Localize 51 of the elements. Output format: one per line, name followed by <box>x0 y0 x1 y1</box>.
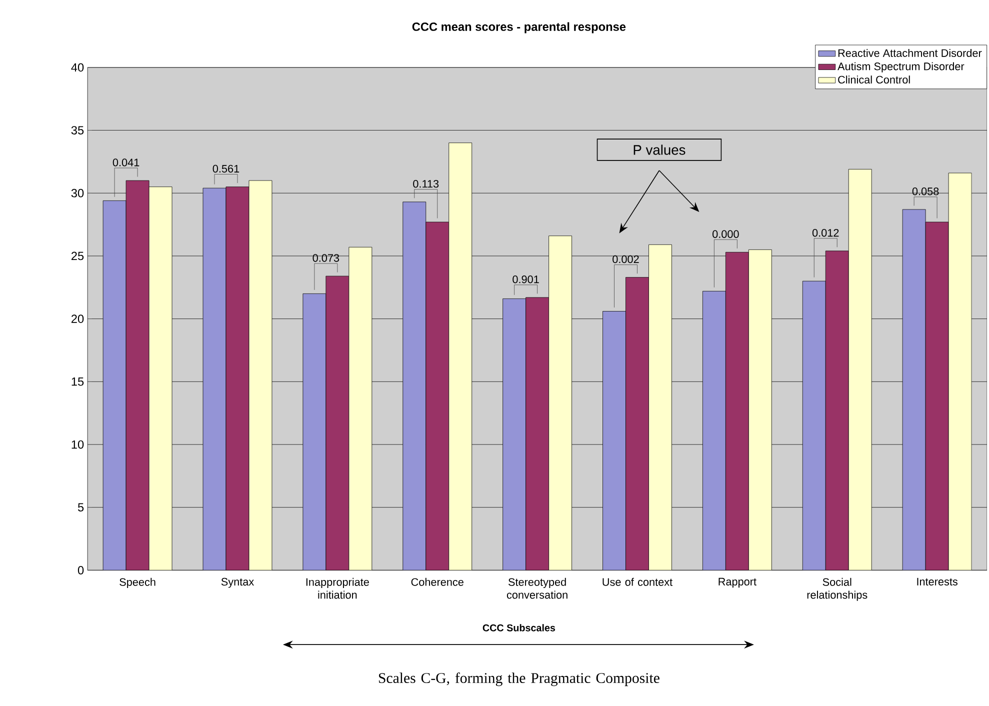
x-tick-label: Speech <box>120 578 156 588</box>
x-tick-label: Syntax <box>221 578 254 588</box>
annotation: 0.000 <box>712 230 739 238</box>
bar <box>648 244 672 570</box>
bar <box>626 277 649 570</box>
y-tick-label: 20 <box>71 314 84 323</box>
bar <box>448 142 472 570</box>
legend-label: Reactive Attachment Disorder <box>838 48 982 57</box>
bar <box>326 276 350 570</box>
bar <box>748 249 772 570</box>
x-tick-label: Social relationships <box>807 578 868 601</box>
bar <box>825 250 849 570</box>
bar <box>948 172 972 570</box>
annotation: 0.002 <box>612 255 639 264</box>
annotation: 0.012 <box>812 228 839 237</box>
chart-title: CCC mean scores - parental response <box>412 22 626 34</box>
bar <box>226 186 250 570</box>
annotation: 0.901 <box>512 275 539 284</box>
x-tick-label: Coherence <box>411 578 464 586</box>
annotation: 0.073 <box>312 254 340 262</box>
text: CCC Subscales <box>482 624 556 632</box>
bar <box>126 180 150 570</box>
bar <box>548 236 572 570</box>
y-tick-label: 25 <box>71 252 84 260</box>
bar <box>148 186 172 570</box>
y-tick-label: 15 <box>72 378 84 386</box>
bar <box>725 252 749 570</box>
x-tick-label: Rapport <box>718 578 756 588</box>
text: Scales C-G, forming the Pragmatic Composite <box>378 672 660 686</box>
y-tick-label: 0 <box>78 566 84 574</box>
y-tick-label: 40 <box>71 63 84 72</box>
bar <box>848 169 872 570</box>
bar <box>426 222 450 570</box>
bar <box>348 246 372 570</box>
x-tick-label: Interests <box>917 578 958 586</box>
annotation: 0.041 <box>112 158 140 166</box>
x-tick-label: Use of context <box>602 578 672 586</box>
y-tick-label: 5 <box>78 503 84 512</box>
y-tick-label: 30 <box>71 188 84 198</box>
legend-label: Autism Spectrum Disorder <box>838 62 964 72</box>
x-tick-label: Stereotyped conversation <box>506 578 568 599</box>
x-tick-label: Inappropriate initiation <box>306 578 369 599</box>
bar <box>248 180 272 570</box>
annotation: P values <box>634 144 686 155</box>
annotation: 0.113 <box>413 180 439 188</box>
y-tick-label: 35 <box>71 126 84 134</box>
y-tick-label: 10 <box>72 440 84 449</box>
bar <box>526 297 549 570</box>
annotation: 0.561 <box>212 164 240 173</box>
bar <box>925 222 949 570</box>
legend-label: Clinical Control <box>838 76 910 84</box>
